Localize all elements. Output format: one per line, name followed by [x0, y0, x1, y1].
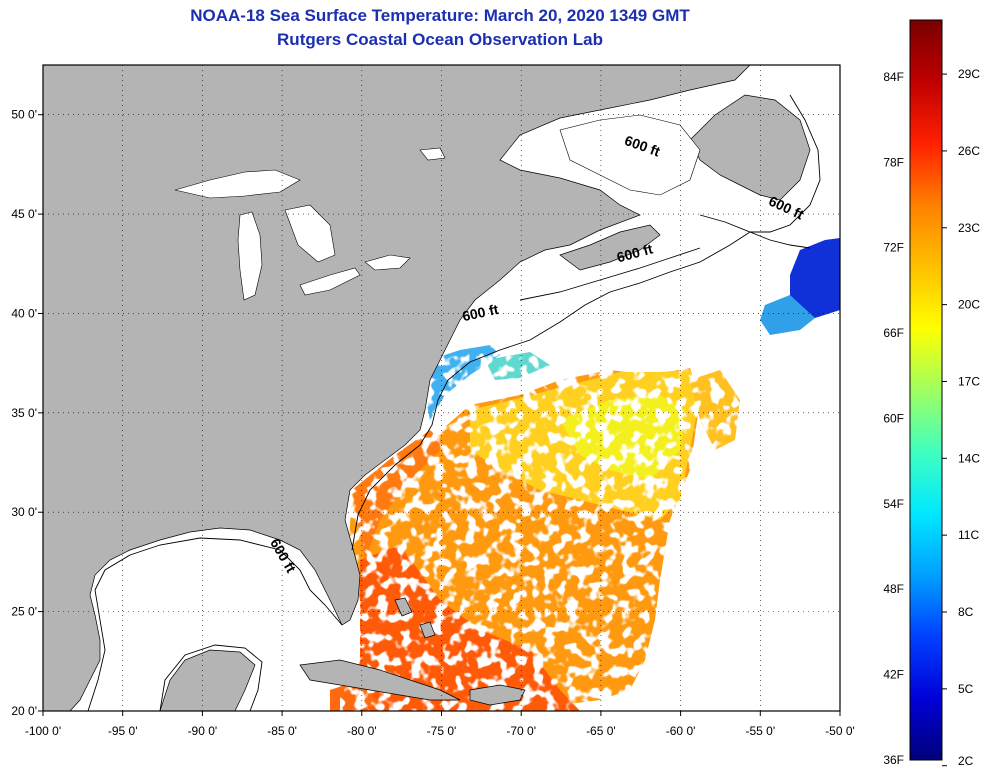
- colorbar: 84F 78F 72F 66F 60F 54F 48F 42F 36F 29C 26C 23C 20C…: [883, 19, 980, 768]
- north-america-landmass: [43, 65, 751, 711]
- map-subtitle: Rutgers Coastal Ocean Observation Lab: [277, 30, 603, 49]
- isobath-gulf: [87, 537, 343, 711]
- colorbar-c-label: 23C: [958, 221, 980, 235]
- lake-superior: [174, 169, 301, 199]
- gulf-st-lawrence: [559, 114, 701, 196]
- lon-tick-label: -65 0': [586, 724, 616, 738]
- colorbar-c-label: 11C: [958, 528, 979, 542]
- lon-tick-label: -85 0': [267, 724, 297, 738]
- sst-labrador-cold: [790, 238, 840, 318]
- latitude-axis: 50 0' 45 0' 40 0' 35 0' 30 0' 25 0' 20 0': [11, 108, 43, 718]
- colorbar-c-label: 26C: [958, 144, 980, 158]
- lake-ontario: [364, 254, 411, 271]
- colorbar-f-label: 54F: [883, 497, 904, 511]
- isobath-contours: [87, 94, 821, 711]
- isobath-gulf-yucatan: [159, 644, 263, 711]
- lat-tick-label: 50 0': [11, 108, 37, 122]
- isobath-atlantic-shelf: [351, 231, 811, 551]
- colorbar-f-label: 36F: [883, 753, 904, 767]
- land-layer: [43, 65, 811, 711]
- lake-huron: [284, 204, 336, 263]
- lon-tick-label: -60 0': [666, 724, 696, 738]
- colorbar-c-label: 29C: [958, 67, 980, 81]
- colorbar-c-label: 2C: [958, 754, 974, 768]
- colorbar-c-label: 20C: [958, 298, 980, 312]
- sst-labrador-edge: [760, 295, 815, 335]
- lon-tick-label: -90 0': [188, 724, 218, 738]
- lat-tick-label: 25 0': [11, 605, 37, 619]
- colorbar-f-label: 66F: [883, 326, 904, 340]
- hispaniola-landmass: [469, 684, 526, 706]
- lon-tick-label: -95 0': [108, 724, 138, 738]
- bahamas-islands: [394, 597, 436, 639]
- colorbar-f-label: 42F: [883, 668, 904, 682]
- lon-tick-label: -80 0': [347, 724, 377, 738]
- lat-tick-label: 30 0': [11, 505, 37, 519]
- isobath-scotian: [519, 247, 701, 301]
- colorbar-f-label: 78F: [883, 155, 904, 169]
- lat-tick-label: 20 0': [11, 704, 37, 718]
- nova-scotia-landmass: [559, 224, 661, 271]
- newfoundland-landmass: [689, 94, 811, 201]
- lakes-layer: [174, 114, 701, 301]
- yucatan-landmass: [159, 649, 256, 711]
- colorbar-fahrenheit-labels: 84F 78F 72F 66F 60F 54F 48F 42F 36F: [883, 70, 904, 767]
- lake-erie: [299, 267, 361, 296]
- colorbar-f-label: 48F: [883, 582, 904, 596]
- colorbar-f-label: 60F: [883, 411, 904, 425]
- lat-tick-label: 40 0': [11, 306, 37, 320]
- lon-tick-label: -70 0': [506, 724, 536, 738]
- hudson-strait-bits: [419, 147, 446, 161]
- colorbar-f-label: 84F: [883, 70, 904, 84]
- lon-tick-label: -100 0': [25, 724, 61, 738]
- colorbar-c-label: 8C: [958, 605, 974, 619]
- lake-michigan: [237, 211, 263, 301]
- lat-tick-label: 35 0': [11, 406, 37, 420]
- lon-tick-label: -75 0': [427, 724, 457, 738]
- contour-label-600ft: 600 ft: [461, 301, 500, 324]
- lon-tick-label: -50 0': [825, 724, 855, 738]
- isobath-newfoundland: [699, 94, 821, 233]
- colorbar-c-label: 5C: [958, 682, 974, 696]
- colorbar-celsius-labels: 29C 26C 23C 20C 17C 14C 11C 8C 5C 2C: [942, 67, 980, 768]
- colorbar-c-label: 17C: [958, 374, 980, 388]
- colorbar-c-label: 14C: [958, 451, 980, 465]
- longitude-axis: -100 0' -95 0' -90 0' -85 0' -80 0' -75 0' -70…: [25, 711, 855, 738]
- cuba-landmass: [299, 659, 461, 701]
- colorbar-f-label: 72F: [883, 241, 904, 255]
- lat-tick-label: 45 0': [11, 207, 37, 221]
- lon-tick-label: -55 0': [745, 724, 775, 738]
- colorbar-bar: [909, 19, 943, 761]
- map-title: NOAA-18 Sea Surface Temperature: March 2…: [190, 6, 690, 25]
